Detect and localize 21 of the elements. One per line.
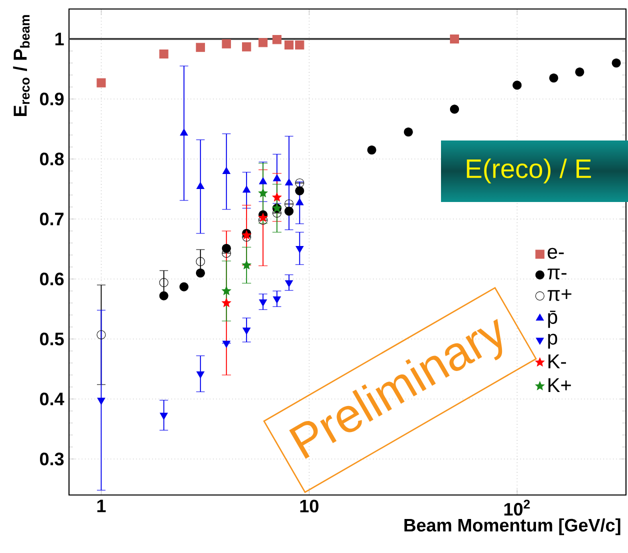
legend-label: e- (548, 248, 564, 259)
y-tick-label: 0.5 (40, 332, 64, 346)
legend-label: p̄ (548, 310, 558, 328)
legend-label: π- (548, 268, 566, 280)
x-axis-title: Beam Momentum [GeV/c] (404, 518, 620, 536)
x-tick-label: 1 (97, 500, 106, 512)
y-tick-label: 0.6 (40, 272, 64, 286)
y-tick-label: 0.7 (40, 212, 64, 226)
legend-label: K+ (548, 378, 571, 392)
legend-label: K- (548, 354, 566, 368)
y-axis-title: E$_{reco}$ / P$_{beam}$ (13, 15, 30, 116)
y-tick-label: 0.3 (40, 452, 64, 466)
x-tick-label: 10$^{2}$ (504, 500, 530, 516)
y-tick-label: 1 (55, 32, 64, 46)
y-tick-label: 0.8 (40, 152, 64, 166)
legend-label: p (548, 334, 558, 349)
legend-label: π+ (548, 289, 572, 301)
y-tick-label: 0.9 (40, 92, 64, 106)
annotation: E(reco) / E (466, 158, 591, 184)
x-tick-label: 10 (300, 500, 318, 512)
y-tick-label: 0.4 (40, 392, 64, 406)
